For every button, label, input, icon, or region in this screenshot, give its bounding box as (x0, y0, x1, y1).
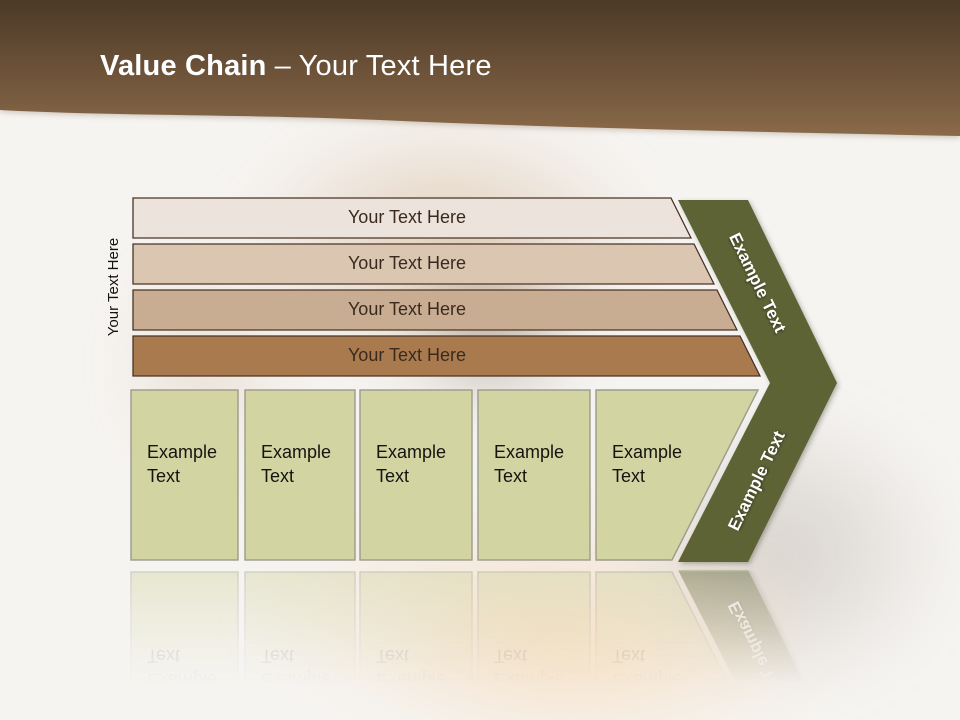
box-shape-3[interactable] (359, 389, 473, 561)
bar-label-2: Your Text Here (347, 253, 467, 273)
header-band (0, 0, 960, 136)
box-label-5: Example Text (612, 442, 683, 486)
box-label-1: Example Text (147, 442, 218, 486)
box-label-3: Example Text (376, 442, 447, 486)
left-vertical-label[interactable]: Your Text Here (105, 237, 122, 337)
chevron-arrow-shape[interactable] (678, 200, 837, 562)
box-label-2: Example Text (261, 442, 332, 486)
box-shape-5[interactable] (595, 389, 760, 561)
title-bold-text: Value Chain (100, 50, 267, 82)
bar-shape-1[interactable] (132, 197, 693, 239)
box-shape-4[interactable] (477, 389, 591, 561)
bar-shape-3[interactable] (132, 289, 739, 331)
box-shape-1[interactable] (130, 389, 239, 561)
bar-label-4: Your Text Here (347, 345, 467, 365)
bar-shape-4[interactable] (132, 335, 762, 377)
box-shape-2[interactable] (244, 389, 356, 561)
header-wave-shape (0, 0, 960, 136)
slide-title[interactable]: Value Chain – Your Text Here (100, 50, 492, 83)
title-rest-text: – Your Text Here (274, 50, 492, 82)
bar-label-1: Your Text Here (347, 207, 467, 227)
box-label-4: Example Text (494, 442, 565, 486)
bar-shape-2[interactable] (132, 243, 716, 285)
bar-label-3: Your Text Here (347, 299, 467, 319)
